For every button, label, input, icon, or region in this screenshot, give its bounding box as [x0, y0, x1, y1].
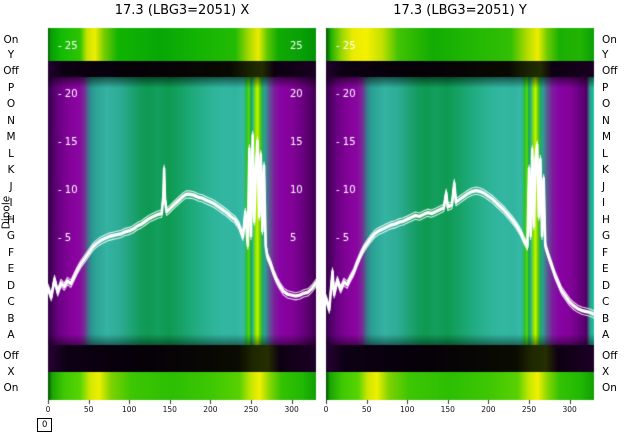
dipole-label: F: [602, 246, 609, 259]
dipole-label: I: [602, 197, 606, 209]
left-panel-title: 17.3 (LBG3=2051) X: [114, 3, 250, 18]
x-tick-label: 50: [83, 405, 94, 414]
x-tick-label: 200: [481, 405, 496, 414]
dipole-label: O: [602, 98, 611, 110]
x-tick-label: 300: [284, 405, 299, 414]
dipole-label: Off: [602, 349, 618, 362]
dipole-label: L: [8, 147, 14, 160]
dipole-label: A: [602, 329, 610, 341]
dipole-label: K: [7, 164, 15, 176]
dipole-label: B: [602, 312, 610, 325]
x-tick-label: 0: [323, 405, 329, 414]
x-tick-label: 150: [162, 405, 177, 414]
x-tick-label: 100: [400, 405, 415, 414]
dipole-label: Off: [602, 64, 618, 77]
dipole-label: F: [7, 246, 15, 259]
dipole-label: H: [602, 213, 610, 226]
dipole-label: N: [602, 114, 610, 127]
dipole-label: On: [3, 381, 19, 394]
dipole-label: Y: [602, 48, 609, 61]
dipole-label: On: [3, 33, 19, 46]
dipole-label: H: [7, 213, 15, 226]
dipole-label: K: [602, 164, 609, 176]
dipole-label: X: [7, 365, 15, 378]
dipole-label: N: [7, 114, 15, 127]
x-tick-label: 150: [440, 405, 455, 414]
dipole-label: J: [602, 180, 606, 193]
dipole-label: P: [602, 81, 609, 94]
dipole-label: On: [602, 33, 617, 46]
dipole-label: A: [7, 329, 15, 341]
dipole-label: D: [602, 279, 611, 292]
dipole-label: On: [602, 381, 617, 394]
dipole-label: M: [6, 131, 16, 143]
dipole-label: I: [9, 197, 13, 209]
dipole-label: Off: [3, 349, 19, 362]
dipole-label: X: [602, 365, 610, 378]
dipole-label: Off: [3, 64, 19, 77]
dipole-label: Y: [7, 48, 15, 61]
dipole-label: D: [6, 279, 16, 292]
x-tick-label: 300: [562, 405, 577, 414]
axis-offset-label: 0: [37, 418, 53, 432]
x-tick-label: 100: [122, 405, 137, 414]
dipole-label: E: [7, 263, 15, 275]
dipole-label: G: [602, 230, 611, 242]
dipole-label: M: [602, 131, 612, 143]
dipole-label: C: [602, 296, 610, 308]
x-tick-label: 50: [361, 405, 372, 414]
x-tick-label: 250: [243, 405, 259, 414]
x-tick-label: 250: [521, 405, 537, 414]
dipole-label: C: [7, 296, 15, 308]
dipole-label: B: [7, 312, 15, 325]
dipole-label: J: [9, 180, 13, 193]
x-tick-label: 200: [203, 405, 218, 414]
x-tick-label: 0: [45, 405, 51, 414]
dipole-label: P: [7, 81, 15, 94]
dipole-label: G: [6, 230, 16, 242]
dipole-label: O: [6, 98, 16, 110]
dipole-label: E: [602, 263, 609, 275]
right-panel-title: 17.3 (LBG3=2051) Y: [393, 3, 527, 18]
dipole-label: L: [602, 147, 608, 160]
